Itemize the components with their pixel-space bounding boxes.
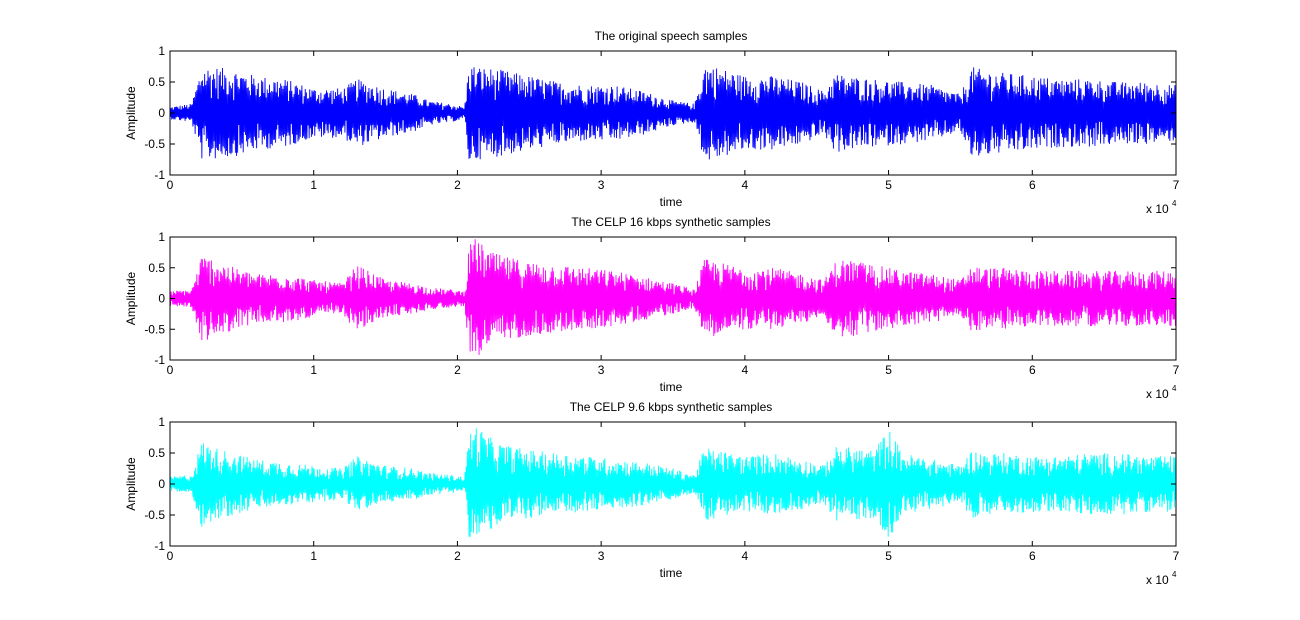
y-tick-label: 0.5 (148, 75, 165, 89)
x-tick-label: 3 (598, 178, 605, 192)
x-tick-label: 1 (310, 363, 317, 377)
x-tick-label: 0 (167, 363, 174, 377)
x-tick-label: 6 (1029, 549, 1036, 563)
signal-trace (169, 239, 1177, 355)
y-tick-label: 1 (158, 415, 165, 429)
x-tick-label: 5 (885, 363, 892, 377)
x-tick-label: 7 (1173, 549, 1180, 563)
subplot-1: 0 1 2 3 4 5 6 7 -1 -0.5 0 0.5 1 The original speech s… (124, 29, 1180, 216)
x-axis-label: time (660, 195, 683, 209)
x-tick-label: 7 (1173, 363, 1180, 377)
x-tick-label: 1 (310, 549, 317, 563)
x-tick-label: 7 (1173, 178, 1180, 192)
y-axis-label: Amplitude (124, 272, 138, 326)
y-axis-label: Amplitude (124, 457, 138, 511)
x-tick-label: 0 (167, 178, 174, 192)
y-tick-label: 0 (158, 106, 165, 120)
x-tick-label: 4 (742, 363, 749, 377)
x-tick-label: 2 (454, 549, 461, 563)
signal-trace (169, 67, 1177, 160)
chart-title: The CELP 9.6 kbps synthetic samples (570, 400, 773, 414)
x-tick-label: 2 (454, 178, 461, 192)
chart-title: The CELP 16 kbps synthetic samples (571, 215, 770, 229)
x-axis-multiplier-exponent: 4 (1172, 384, 1177, 393)
y-tick-label: -0.5 (144, 508, 165, 522)
y-axis-label: Amplitude (124, 86, 138, 140)
x-tick-label: 6 (1029, 363, 1036, 377)
y-tick-label: -1 (154, 539, 165, 553)
x-tick-label: 5 (885, 178, 892, 192)
y-tick-label: -0.5 (144, 322, 165, 336)
y-tick-label: 1 (158, 44, 165, 58)
x-tick-label: 4 (742, 178, 749, 192)
x-axis-multiplier: x 10 (1146, 573, 1169, 587)
x-axis-multiplier-exponent: 4 (1172, 570, 1177, 579)
y-tick-label: 1 (158, 230, 165, 244)
x-tick-label: 3 (598, 363, 605, 377)
x-tick-label: 2 (454, 363, 461, 377)
chart-title: The original speech samples (595, 29, 748, 43)
x-axis-multiplier: x 10 (1146, 387, 1169, 401)
y-tick-label: -0.5 (144, 137, 165, 151)
signal-trace (169, 428, 1177, 537)
x-axis-multiplier: x 10 (1146, 202, 1169, 216)
y-tick-label: 0.5 (148, 446, 165, 460)
x-tick-label: 3 (598, 549, 605, 563)
y-tick-label: 0 (158, 477, 165, 491)
x-tick-label: 5 (885, 549, 892, 563)
x-axis-label: time (660, 380, 683, 394)
subplot-2: 0 1 2 3 4 5 6 7 -1 -0.5 0 0.5 1 The CELP 16 kbps synt… (124, 215, 1180, 401)
y-tick-label: -1 (154, 168, 165, 182)
x-tick-label: 1 (310, 178, 317, 192)
x-axis-label: time (660, 566, 683, 580)
x-tick-label: 4 (742, 549, 749, 563)
x-tick-label: 6 (1029, 178, 1036, 192)
y-tick-label: 0.5 (148, 261, 165, 275)
x-axis-multiplier-exponent: 4 (1172, 199, 1177, 208)
subplot-3: 0 1 2 3 4 5 6 7 -1 -0.5 0 0.5 1 The CELP 9.6 kbps syn… (124, 400, 1180, 587)
y-tick-label: -1 (154, 353, 165, 367)
x-tick-label: 0 (167, 549, 174, 563)
y-tick-label: 0 (158, 292, 165, 306)
